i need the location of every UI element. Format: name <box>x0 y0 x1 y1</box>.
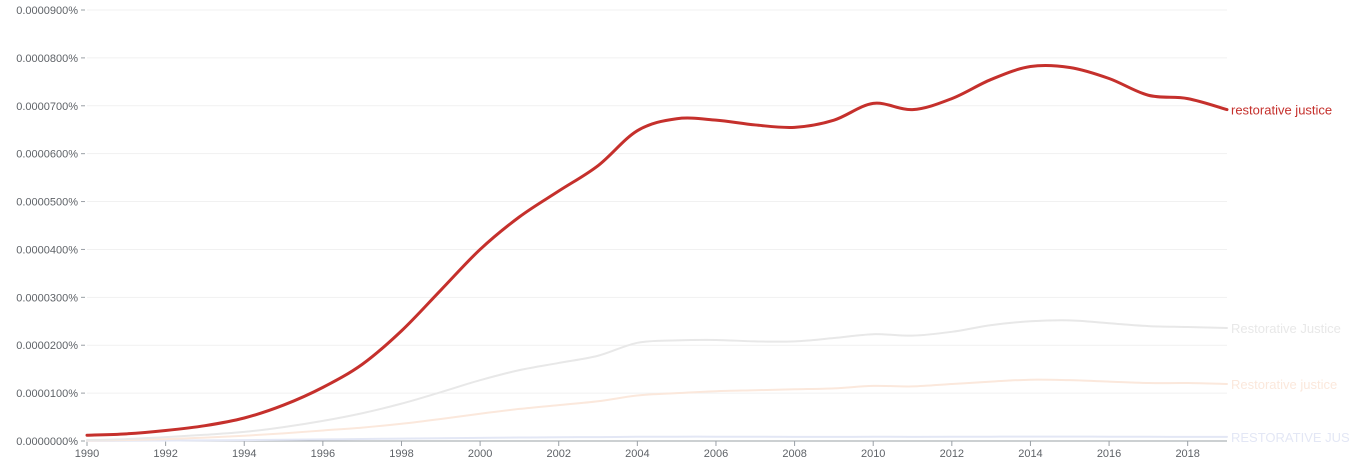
series-line-restorative-justice-2[interactable] <box>86 378 1228 442</box>
x-tick-label: 2016 <box>1097 448 1121 460</box>
x-tick-label: 1994 <box>232 448 256 460</box>
series-labels: RESTORATIVE JUS Restorative justice Restor… <box>1231 103 1350 445</box>
x-tick-label: 2004 <box>625 448 649 460</box>
x-tick-label: 1990 <box>75 448 99 460</box>
y-tick-label: 0.0000100% <box>16 388 78 400</box>
y-tick-label: 0.0000300% <box>16 292 78 304</box>
series-line-restorative-jus-3[interactable] <box>86 435 1228 442</box>
x-tick-label: 2018 <box>1175 448 1199 460</box>
y-tick-label: 0.0000400% <box>16 244 78 256</box>
x-tick-label: 2014 <box>1018 448 1042 460</box>
series-lines <box>85 63 1229 442</box>
series-label-restorative-jus-3[interactable]: RESTORATIVE JUS <box>1231 430 1350 445</box>
x-tick-label: 2008 <box>782 448 806 460</box>
series-line-restorative-justice-0[interactable] <box>85 63 1229 437</box>
x-tick-label: 2010 <box>861 448 885 460</box>
x-tick-label: 2012 <box>940 448 964 460</box>
x-tick-label: 2000 <box>468 448 492 460</box>
x-tick-label: 2002 <box>546 448 570 460</box>
series-label-restorative-justice-0[interactable]: restorative justice <box>1231 103 1332 118</box>
y-tick-label: 0.0000800% <box>16 53 78 65</box>
x-tick-label: 1996 <box>311 448 335 460</box>
y-tick-label: 0.0000500% <box>16 197 78 209</box>
series-label-restorative-justice-2[interactable]: Restorative justice <box>1231 377 1337 392</box>
y-tick-label: 0.0000700% <box>16 101 78 113</box>
x-tick-label: 2006 <box>704 448 728 460</box>
gridlines <box>87 9 1227 394</box>
y-tick-label: 0.0000200% <box>16 340 78 352</box>
series-line-restorative-justice-1[interactable] <box>86 319 1228 442</box>
x-tick-label: 1992 <box>153 448 177 460</box>
axes: 0.0000000% 0.0000100% 0.0000200% 0.0000300%… <box>16 5 1227 460</box>
y-tick-label: 0.0000600% <box>16 149 78 161</box>
y-tick-label: 0.0000000% <box>16 436 78 448</box>
series-label-restorative-justice-1[interactable]: Restorative Justice <box>1231 321 1341 336</box>
x-tick-label: 1998 <box>389 448 413 460</box>
y-tick-label: 0.0000900% <box>16 5 78 17</box>
